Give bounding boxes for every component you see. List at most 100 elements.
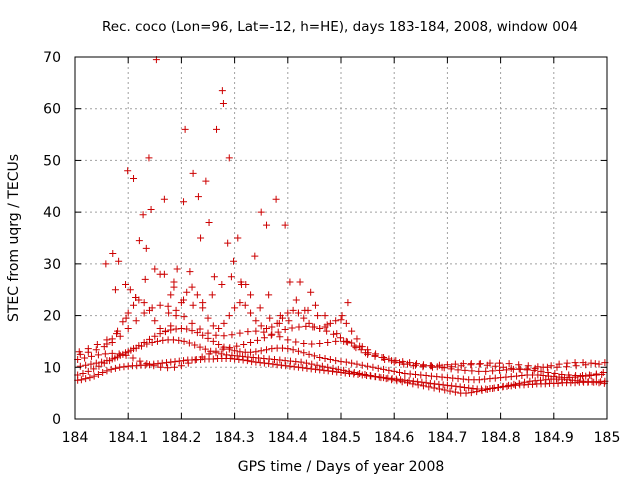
x-tick-label: 185 [594, 430, 621, 446]
data-point [499, 382, 507, 390]
data-point [449, 374, 457, 382]
data-point [328, 367, 336, 375]
data-point [353, 360, 361, 368]
data-point [183, 325, 191, 333]
y-tick-label: 20 [43, 309, 61, 325]
data-point [116, 332, 124, 340]
data-point [497, 374, 505, 382]
data-point [188, 319, 196, 327]
data-point [584, 378, 592, 386]
data-point [164, 302, 172, 310]
data-point [523, 365, 531, 373]
data-point [188, 327, 196, 335]
data-point [92, 359, 100, 367]
data-point [303, 364, 311, 372]
data-point [367, 372, 375, 380]
data-point [332, 337, 340, 345]
data-point [263, 346, 271, 354]
data-point [582, 361, 590, 369]
data-point [435, 385, 443, 393]
data-point [316, 353, 324, 361]
data-point [135, 342, 143, 350]
data-point [342, 337, 350, 345]
data-point [364, 362, 372, 370]
data-point [243, 357, 251, 365]
data-point [215, 341, 223, 349]
data-point [171, 358, 179, 366]
x-axis-label: GPS time / Days of year 2008 [238, 459, 445, 475]
data-point [236, 348, 244, 356]
data-point [140, 338, 148, 346]
data-point [271, 356, 278, 364]
data-point [172, 325, 180, 333]
data-point [257, 347, 265, 355]
data-point [239, 352, 247, 360]
axis-ticks [74, 56, 608, 420]
data-point [310, 323, 318, 331]
data-point [345, 367, 353, 375]
data-point [418, 378, 426, 386]
data-point [292, 338, 300, 346]
data-point [289, 346, 297, 354]
data-point [119, 350, 127, 358]
data-point [574, 377, 582, 385]
data-point [467, 361, 475, 369]
x-tick-label: 184.6 [374, 430, 414, 446]
data-point [483, 386, 491, 394]
data-point [513, 372, 521, 380]
data-point [590, 378, 598, 386]
y-tick-label: 60 [43, 102, 61, 118]
data-point [443, 361, 451, 369]
data-point [426, 379, 434, 387]
data-point [310, 352, 318, 360]
data-point [122, 314, 130, 322]
data-point [292, 358, 300, 366]
data-point [518, 372, 526, 380]
data-point [228, 351, 236, 359]
data-point [324, 363, 332, 371]
data-point [419, 382, 427, 390]
data-point [587, 372, 595, 380]
data-point [441, 386, 449, 394]
data-point [296, 278, 304, 286]
data-point [180, 198, 188, 206]
data-point [451, 360, 459, 368]
y-tick-label: 70 [43, 50, 61, 66]
data-point [274, 328, 282, 336]
data-point [157, 363, 165, 371]
data-point [236, 329, 244, 337]
data-point [547, 362, 555, 370]
data-point [111, 286, 119, 294]
data-point [541, 380, 549, 388]
data-point [102, 260, 110, 268]
data-point [226, 354, 234, 362]
data-point [248, 358, 256, 366]
data-point [257, 322, 265, 330]
data-point [486, 359, 494, 367]
data-point [252, 327, 260, 335]
data-point [153, 337, 161, 345]
data-point [448, 363, 456, 371]
data-point [84, 367, 92, 375]
data-point [467, 389, 475, 397]
data-point [537, 367, 545, 375]
data-point [382, 375, 390, 383]
data-point [141, 361, 149, 369]
data-point [268, 323, 276, 331]
data-point [225, 312, 233, 320]
data-point [308, 360, 316, 368]
data-point [115, 257, 123, 265]
data-point [133, 362, 141, 370]
data-point [380, 365, 388, 373]
data-point [372, 373, 380, 381]
data-point [145, 335, 153, 343]
data-point [476, 360, 484, 368]
data-point [597, 378, 605, 386]
data-point [161, 327, 169, 335]
data-point [112, 330, 120, 338]
data-point [330, 330, 338, 338]
data-point [396, 359, 404, 367]
data-point [318, 362, 326, 370]
data-point [313, 361, 321, 369]
data-point [266, 314, 274, 322]
